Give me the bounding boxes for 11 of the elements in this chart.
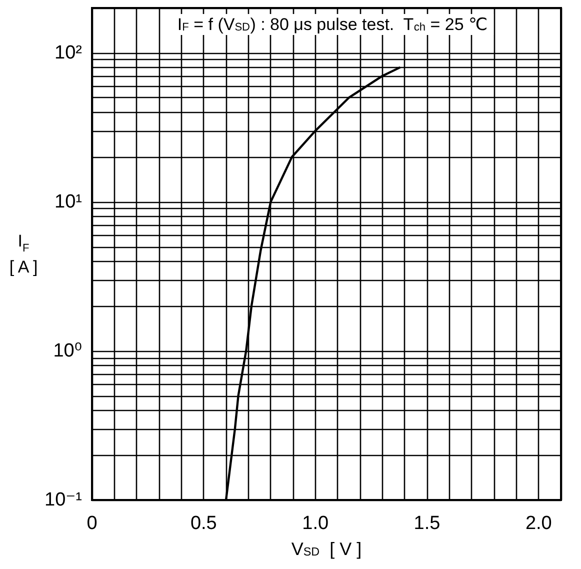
y-tick-label: 10⁻¹ (44, 490, 82, 510)
x-axis-title: VSD [ V ] (291, 539, 362, 559)
x-tick-label: 0.5 (190, 513, 217, 534)
x-tick-label: 1.0 (302, 513, 329, 534)
y-tick-label: 10¹ (54, 191, 82, 212)
x-tick-label: 1.5 (414, 513, 440, 534)
x-tick-label: 2.0 (525, 513, 552, 534)
chart-title: IF = f (VSD) : 80 μs pulse test. Tch = 25 ℃ (177, 15, 488, 34)
x-tick-label: 0 (86, 513, 98, 534)
y-tick-label: 10⁰ (53, 340, 82, 362)
y-tick-label: 10² (54, 42, 82, 64)
